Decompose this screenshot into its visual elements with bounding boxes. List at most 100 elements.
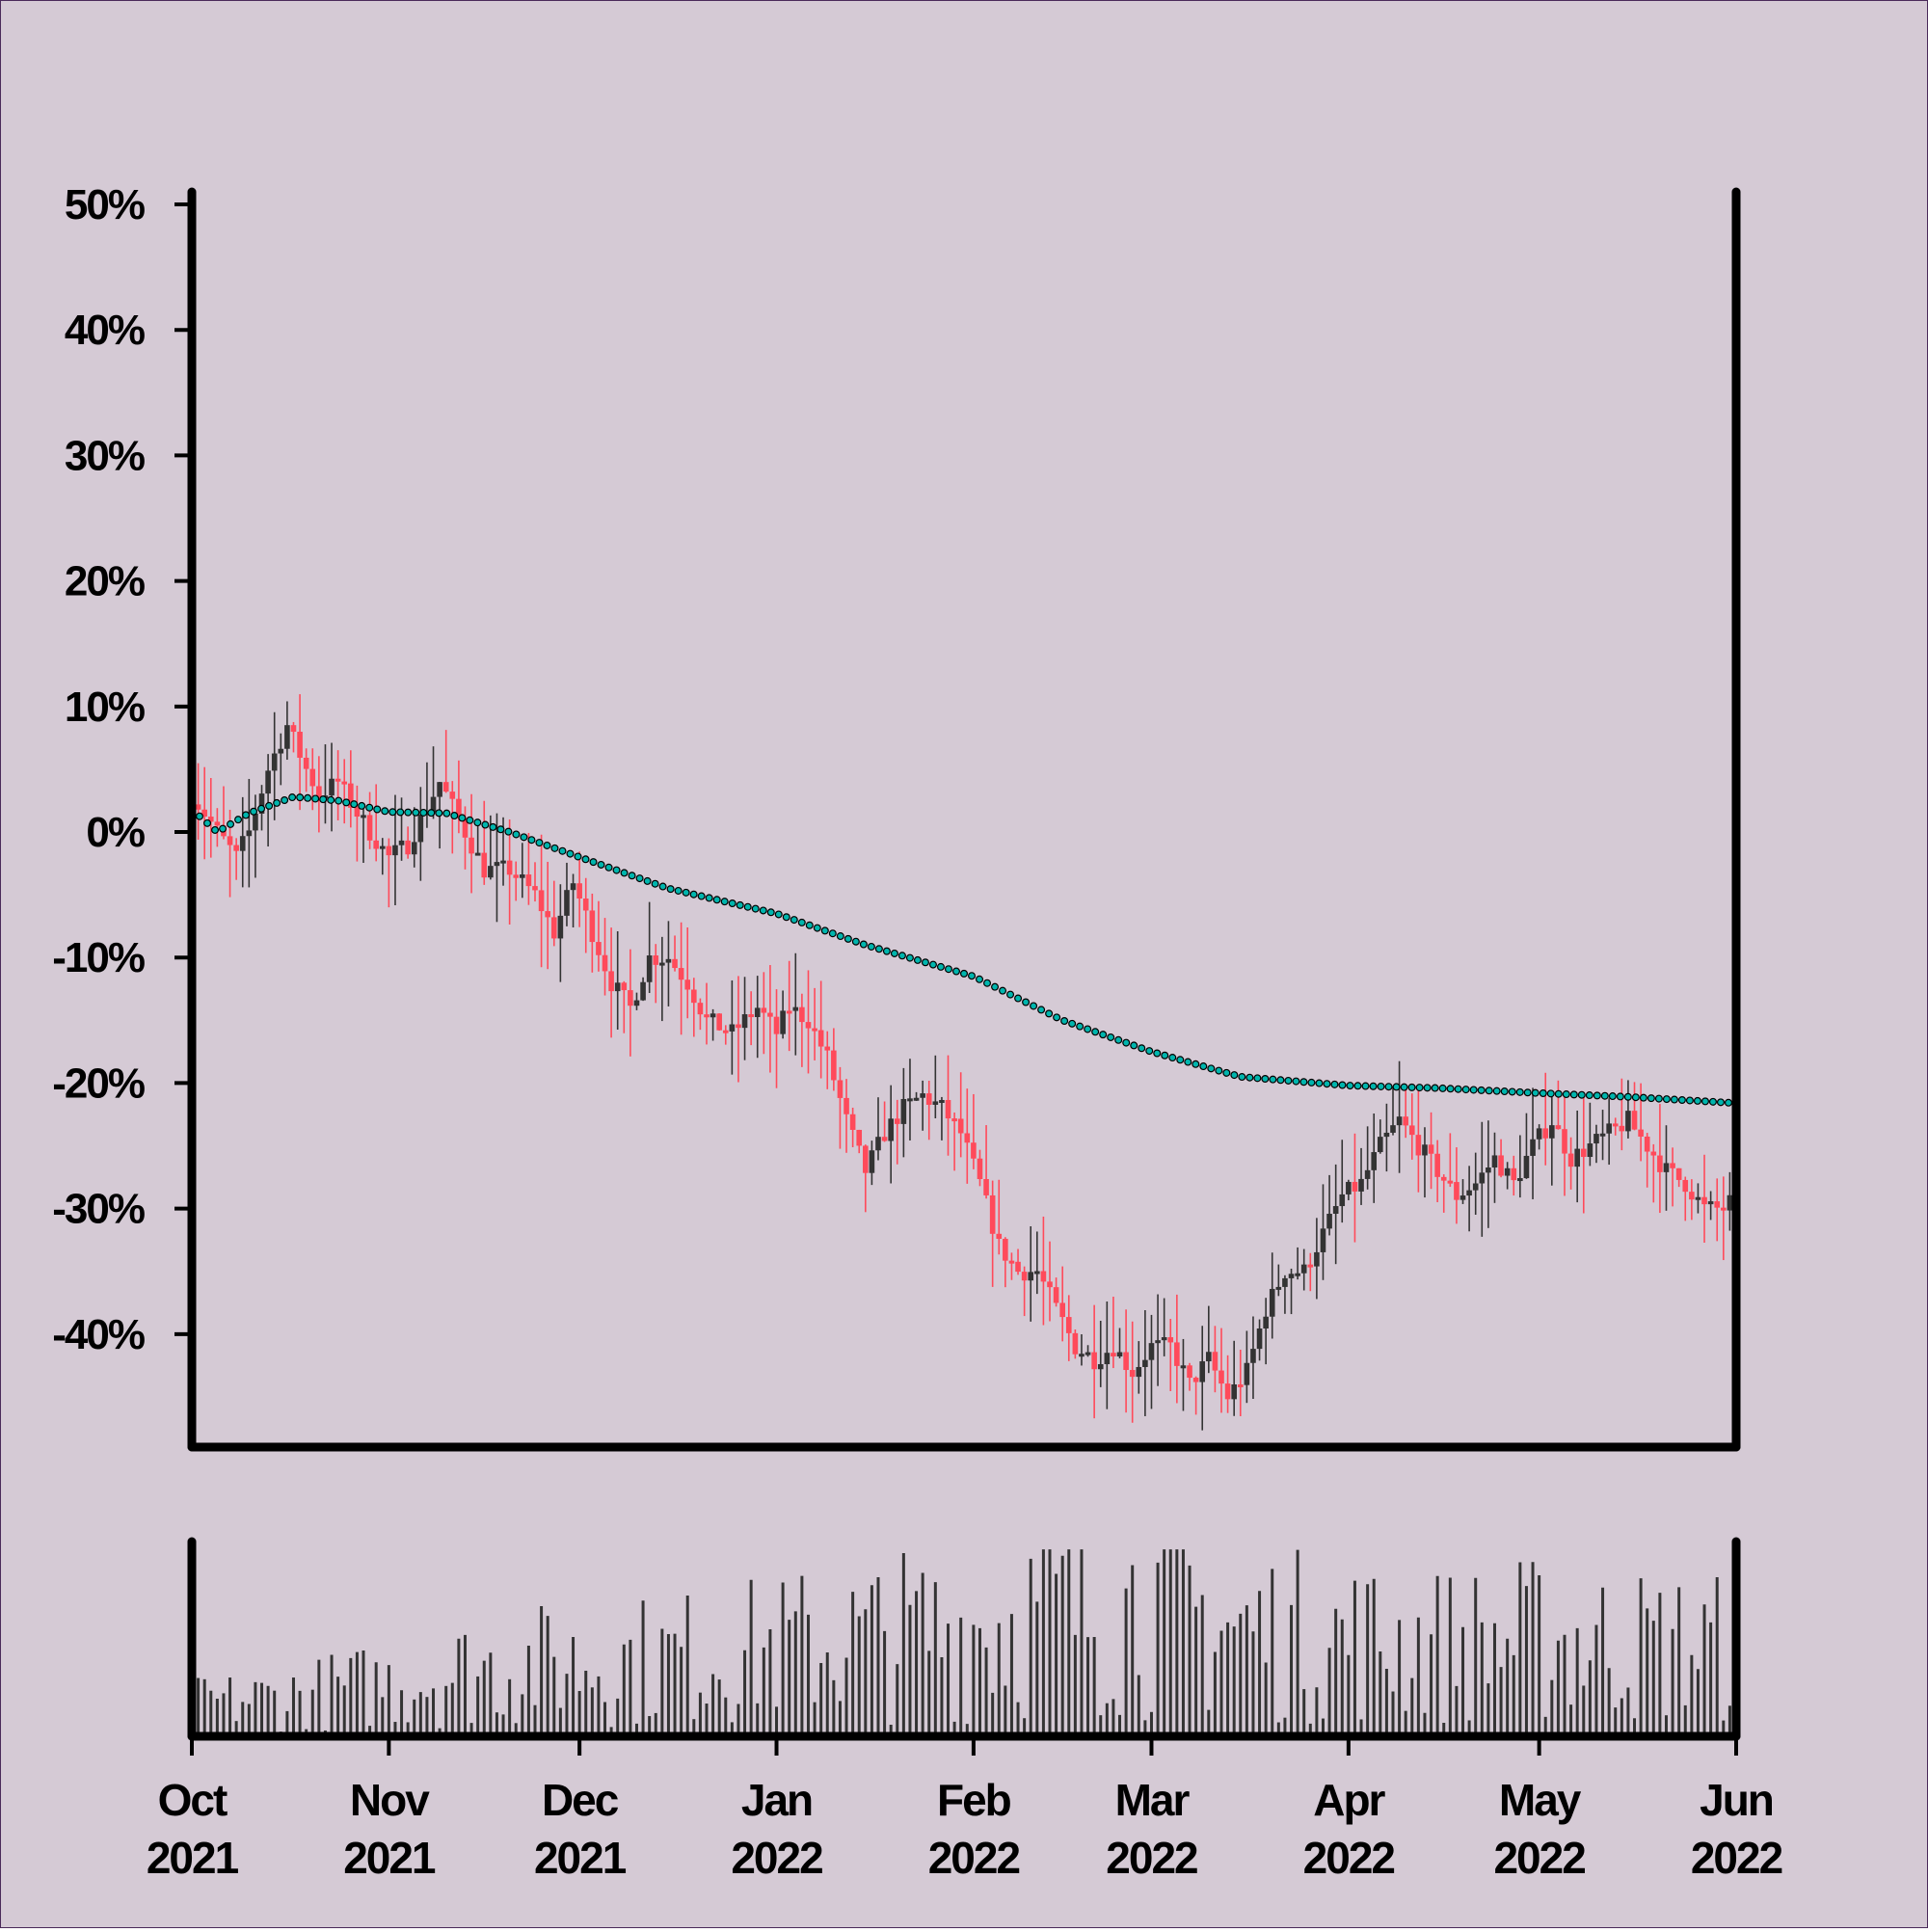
average-dot (458, 814, 467, 822)
candle-body (442, 782, 449, 792)
average-dot (219, 824, 228, 833)
candle-body (379, 845, 386, 849)
candle (195, 763, 201, 840)
candle (1091, 1304, 1097, 1419)
candle (417, 787, 424, 881)
candle-body (1650, 1151, 1657, 1156)
average-dot (327, 795, 335, 804)
average-dot (682, 888, 690, 897)
average-dot (412, 808, 420, 817)
average-dot (1184, 1058, 1192, 1066)
candle-body (1378, 1137, 1383, 1153)
candle (1269, 1252, 1275, 1339)
candle-body (1625, 1111, 1631, 1132)
candle-body (1174, 1342, 1180, 1366)
candle-body (1549, 1125, 1555, 1139)
candle (1155, 1294, 1161, 1386)
candle (628, 949, 633, 1057)
average-dot (658, 882, 667, 891)
candle-body (722, 1030, 729, 1033)
average-dot (999, 986, 1007, 995)
candle-body (971, 1142, 977, 1159)
candle (1428, 1112, 1434, 1190)
y-tick-label: -20% (52, 1060, 145, 1107)
candle (1332, 1164, 1339, 1265)
candle-body (284, 725, 290, 749)
average-dot (813, 924, 821, 932)
average-dot (373, 805, 382, 814)
average-dot (828, 929, 837, 938)
candle (748, 991, 754, 1046)
candle (373, 784, 379, 862)
average-dot (743, 902, 752, 911)
candle-body (1212, 1352, 1218, 1371)
candle (608, 927, 614, 1038)
average-dot (296, 793, 305, 802)
candle (1491, 1132, 1498, 1203)
candle-body (596, 942, 602, 955)
candle-body (754, 1007, 761, 1017)
candle (1237, 1350, 1244, 1416)
candle-body (392, 845, 398, 856)
candle-body (780, 1010, 786, 1034)
candle-body (1040, 1271, 1047, 1282)
candle (920, 1080, 925, 1131)
average-dot (234, 816, 243, 824)
average-dot (1076, 1022, 1084, 1031)
candle-body (925, 1093, 932, 1105)
candle-body (329, 778, 335, 796)
candle-body (824, 1046, 831, 1051)
candle-body (532, 886, 538, 891)
candle-body (538, 890, 545, 912)
average-dot (836, 932, 844, 941)
candle (913, 1091, 920, 1101)
candle (894, 1099, 900, 1165)
candle-body (1486, 1167, 1491, 1173)
candle-body (684, 979, 691, 990)
candle (525, 832, 532, 905)
average-dot (968, 972, 977, 980)
candle (1682, 1176, 1689, 1221)
candle-body (1523, 1155, 1530, 1179)
candle (1390, 1087, 1396, 1136)
candle (1129, 1321, 1136, 1423)
x-tick-label-year: 2021 (147, 1833, 239, 1883)
candle-body (316, 786, 322, 798)
candle (824, 1031, 831, 1089)
candle (442, 730, 449, 793)
average-dot (1068, 1019, 1077, 1028)
candle-body (964, 1133, 971, 1143)
candle (1466, 1166, 1472, 1232)
average-dot (628, 872, 636, 880)
candle (659, 936, 665, 1022)
average-dot (1623, 1092, 1632, 1101)
candle-body (1383, 1132, 1390, 1138)
candle-body (1136, 1366, 1142, 1378)
candle (640, 977, 646, 1002)
average-dot (1215, 1066, 1223, 1075)
candle (520, 843, 525, 899)
candle-body (1332, 1206, 1339, 1214)
candle (1530, 1087, 1536, 1199)
candle (1517, 1135, 1523, 1198)
candle-body (691, 989, 697, 1004)
candle (1536, 1124, 1542, 1150)
candle (863, 1144, 869, 1213)
y-axis-ticks: 50% 40% 30% 20% 10% 0% -10% -20% -30% -40% (52, 181, 192, 1358)
average-dot (1037, 1006, 1046, 1014)
candle-body (1288, 1274, 1295, 1278)
candle-body (831, 1050, 837, 1081)
candle-body (1161, 1337, 1167, 1341)
candle-body (646, 955, 653, 982)
average-dot (620, 869, 629, 877)
candle (633, 992, 640, 1010)
candle-body (481, 852, 488, 878)
candle-body (1059, 1302, 1065, 1318)
candle-body (1714, 1201, 1721, 1208)
candle (1593, 1124, 1599, 1164)
candle-body (1021, 1272, 1028, 1281)
candle-body (513, 874, 520, 878)
average-dot (1161, 1051, 1169, 1060)
candle-body (628, 990, 633, 1006)
candle-body (773, 1016, 780, 1034)
